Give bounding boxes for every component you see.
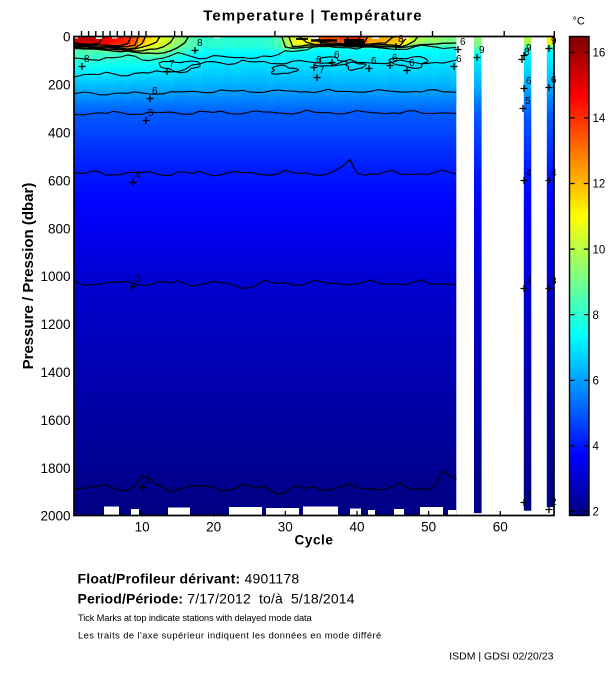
svg-text:8: 8	[84, 54, 90, 65]
svg-text:600: 600	[48, 173, 71, 188]
svg-text:50: 50	[421, 520, 436, 535]
svg-text:12: 12	[593, 179, 606, 191]
svg-text:3: 3	[526, 276, 532, 287]
svg-text:1800: 1800	[40, 461, 70, 476]
svg-text:60: 60	[493, 520, 508, 535]
svg-text:3: 3	[135, 274, 141, 285]
svg-text:4: 4	[135, 170, 141, 181]
svg-text:Cycle: Cycle	[294, 533, 333, 548]
svg-text:400: 400	[48, 126, 71, 141]
svg-text:1200: 1200	[40, 317, 70, 332]
svg-text:4: 4	[593, 441, 600, 453]
svg-text:7: 7	[169, 59, 175, 70]
svg-text:Tick Marks at top indicate sta: Tick Marks at top indicate stations with…	[78, 613, 312, 623]
svg-text:9: 9	[526, 43, 532, 54]
svg-text:5: 5	[148, 108, 154, 119]
svg-text:7: 7	[319, 65, 325, 76]
svg-text:1400: 1400	[40, 365, 70, 380]
svg-text:6: 6	[456, 54, 462, 65]
svg-text:9: 9	[479, 45, 485, 56]
svg-text:200: 200	[48, 78, 71, 93]
svg-text:6: 6	[334, 50, 340, 61]
svg-text:6: 6	[526, 76, 532, 87]
svg-text:4: 4	[526, 168, 532, 179]
svg-text:1600: 1600	[40, 413, 70, 428]
svg-text:30: 30	[278, 520, 293, 535]
svg-text:5: 5	[525, 96, 531, 107]
svg-text:6: 6	[371, 56, 377, 67]
svg-text:6: 6	[316, 55, 322, 66]
svg-text:6: 6	[593, 376, 599, 388]
svg-text:Period/Période: 7/17/2012 to/: Period/Période: 7/17/2012 to/à 5/18/2014	[78, 591, 355, 607]
svg-text:2: 2	[593, 507, 599, 519]
svg-text:Pressure / Pression (dbar): Pressure / Pression (dbar)	[20, 183, 37, 370]
svg-text:8: 8	[524, 47, 530, 58]
svg-text:40: 40	[349, 520, 364, 535]
svg-text:10: 10	[593, 244, 606, 256]
svg-text:20: 20	[206, 520, 221, 535]
svg-text:1000: 1000	[40, 269, 70, 284]
svg-text:Les traits de l'axe supérieur: Les traits de l'axe supérieur indiquent …	[78, 631, 382, 641]
svg-text:2: 2	[526, 490, 532, 501]
svg-text:16: 16	[593, 48, 606, 60]
svg-text:8: 8	[398, 34, 404, 45]
svg-text:0: 0	[63, 30, 71, 45]
svg-text:6: 6	[409, 58, 415, 69]
svg-text:6: 6	[460, 37, 466, 48]
svg-text:800: 800	[48, 221, 71, 236]
svg-text:2: 2	[145, 475, 151, 486]
svg-text:14: 14	[593, 113, 606, 125]
svg-text:°C: °C	[573, 16, 585, 28]
svg-text:6: 6	[152, 86, 158, 97]
svg-text:Temperature | Température: Temperature | Température	[203, 8, 423, 25]
svg-text:ISDM | GDSI 02/20/23: ISDM | GDSI 02/20/23	[449, 651, 553, 663]
svg-text:10: 10	[135, 520, 150, 535]
svg-text:Float/Profileur dérivant: 4901: Float/Profileur dérivant: 4901178	[78, 571, 300, 587]
svg-text:2000: 2000	[40, 509, 70, 524]
svg-text:8: 8	[593, 310, 599, 322]
svg-text:6: 6	[392, 53, 398, 64]
svg-text:8: 8	[197, 38, 203, 49]
